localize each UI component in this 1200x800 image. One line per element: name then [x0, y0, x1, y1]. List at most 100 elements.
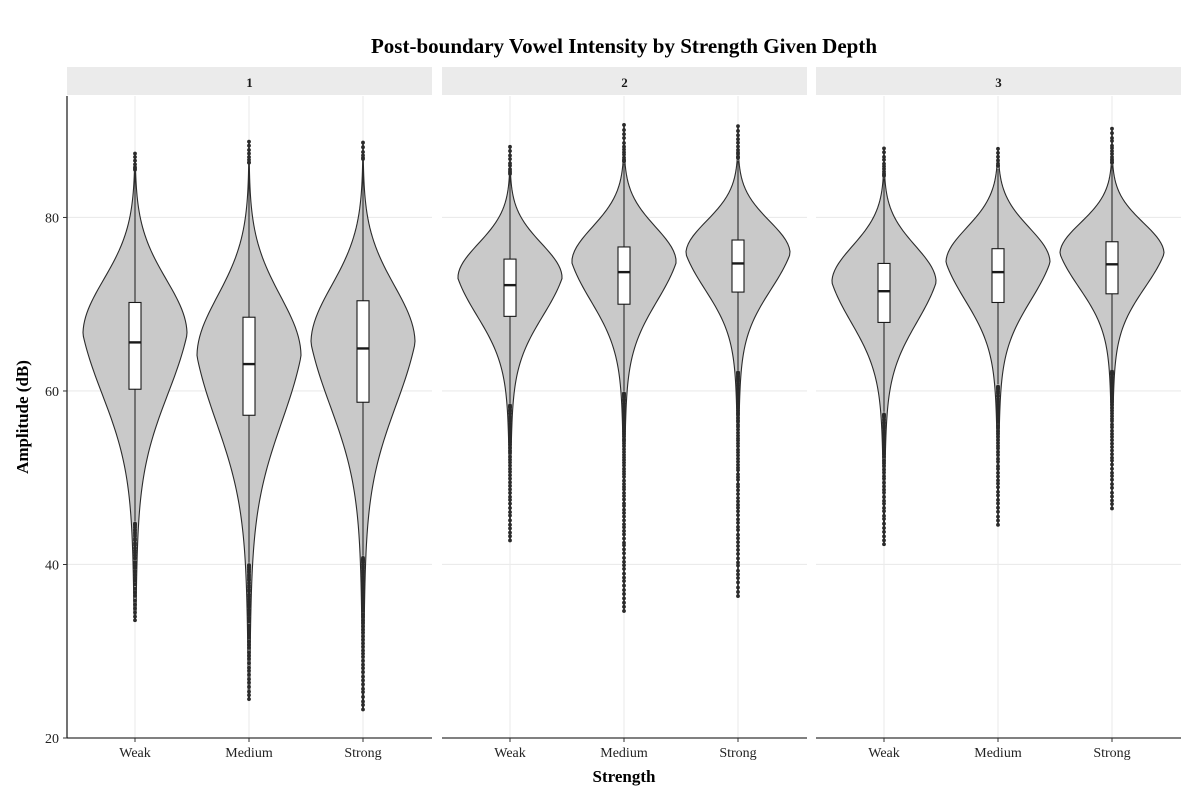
outlier-point: [736, 450, 740, 455]
outlier-point: [622, 503, 626, 508]
outlier-point: [133, 562, 137, 567]
outlier-point: [996, 501, 1000, 506]
outlier-point: [133, 565, 137, 570]
outlier-point: [622, 566, 626, 571]
outlier-point: [247, 613, 251, 617]
outlier-point: [508, 149, 512, 153]
outlier-point: [736, 462, 740, 467]
outlier-point: [1110, 466, 1114, 471]
x-tick-label-strong: Strong: [344, 746, 381, 761]
outlier-point: [736, 468, 740, 473]
outlier-point: [736, 513, 740, 517]
outlier-point: [361, 662, 365, 667]
outlier-point: [736, 540, 740, 545]
facet-panel-1: 1 20 40 60 80 Weak Medium Strong: [45, 67, 432, 761]
outlier-point: [622, 491, 626, 495]
box-3-medium: [991, 248, 1005, 304]
outlier-point: [996, 446, 1000, 451]
y-tick-label-40: 40: [45, 558, 59, 573]
outlier-point: [996, 498, 1000, 502]
outlier-point: [882, 501, 886, 506]
outlier-point: [508, 463, 512, 468]
outlier-point: [361, 690, 365, 694]
outlier-point: [361, 150, 365, 154]
outlier-point: [361, 608, 365, 613]
outlier-point: [882, 521, 886, 526]
outlier-point: [133, 618, 137, 623]
outlier-point: [361, 140, 365, 145]
box-2-strong: [731, 239, 745, 293]
outlier-point: [622, 141, 626, 145]
outlier-point: [361, 670, 365, 674]
outlier-point: [882, 484, 886, 489]
outliers-2-weak: [508, 144, 512, 543]
outlier-point: [133, 165, 137, 170]
outlier-point: [361, 644, 365, 649]
outlier-point: [1110, 393, 1114, 398]
outlier-point: [882, 146, 886, 151]
outlier-point: [247, 677, 251, 681]
outlier-point: [1110, 441, 1114, 446]
outlier-point: [736, 576, 740, 580]
outlier-point: [1110, 402, 1114, 407]
outlier-point: [247, 668, 251, 673]
outlier-point: [736, 560, 740, 565]
outlier-point: [882, 506, 886, 510]
outlier-point: [361, 648, 365, 653]
outlier-point: [1110, 458, 1114, 463]
outlier-point: [508, 483, 512, 488]
outlier-point: [622, 604, 626, 609]
outlier-point: [882, 529, 886, 534]
outlier-point: [1110, 408, 1114, 413]
outlier-point: [996, 420, 1000, 425]
outlier-point: [996, 505, 1000, 510]
outlier-point: [622, 128, 626, 132]
outlier-point: [996, 452, 1000, 457]
outlier-point: [622, 460, 626, 465]
outlier-point: [736, 419, 740, 424]
outlier-point: [361, 694, 365, 699]
outlier-point: [882, 454, 886, 459]
outlier-point: [996, 459, 1000, 464]
facet-strip-label-1: 1: [246, 75, 253, 90]
outlier-point: [1110, 143, 1114, 148]
outlier-point: [996, 489, 1000, 494]
outlier-point: [622, 482, 626, 486]
outliers-2-medium: [622, 122, 626, 613]
outlier-point: [508, 476, 512, 481]
outlier-point: [1110, 485, 1114, 490]
outlier-point: [1110, 498, 1114, 503]
outlier-point: [1110, 428, 1114, 433]
outlier-point: [508, 513, 512, 518]
outlier-point: [1110, 452, 1114, 457]
outlier-point: [1110, 494, 1114, 499]
outlier-point: [622, 563, 626, 568]
outlier-point: [996, 441, 1000, 445]
outlier-point: [996, 474, 1000, 479]
outlier-point: [996, 154, 1000, 159]
outlier-point: [736, 520, 740, 525]
outlier-point: [247, 155, 251, 159]
outlier-point: [247, 629, 251, 634]
outlier-point: [882, 498, 886, 503]
outlier-point: [736, 594, 740, 598]
x-tick-label-medium: Medium: [600, 746, 648, 761]
outlier-point: [622, 559, 626, 564]
outlier-point: [736, 572, 740, 577]
outlier-point: [736, 532, 740, 537]
outlier-point: [736, 438, 740, 443]
outlier-point: [622, 507, 626, 512]
outlier-point: [361, 615, 365, 619]
outlier-point: [1110, 477, 1114, 482]
outlier-point: [508, 423, 512, 428]
outlier-point: [996, 456, 1000, 461]
outlier-point: [1110, 411, 1114, 416]
outlier-point: [133, 155, 137, 159]
outlier-point: [736, 496, 740, 500]
outlier-point: [1110, 149, 1114, 153]
outlier-point: [1110, 432, 1114, 436]
box-3-weak: [877, 262, 891, 323]
outlier-point: [1110, 419, 1114, 423]
outlier-point: [622, 420, 626, 425]
outlier-point: [736, 492, 740, 496]
